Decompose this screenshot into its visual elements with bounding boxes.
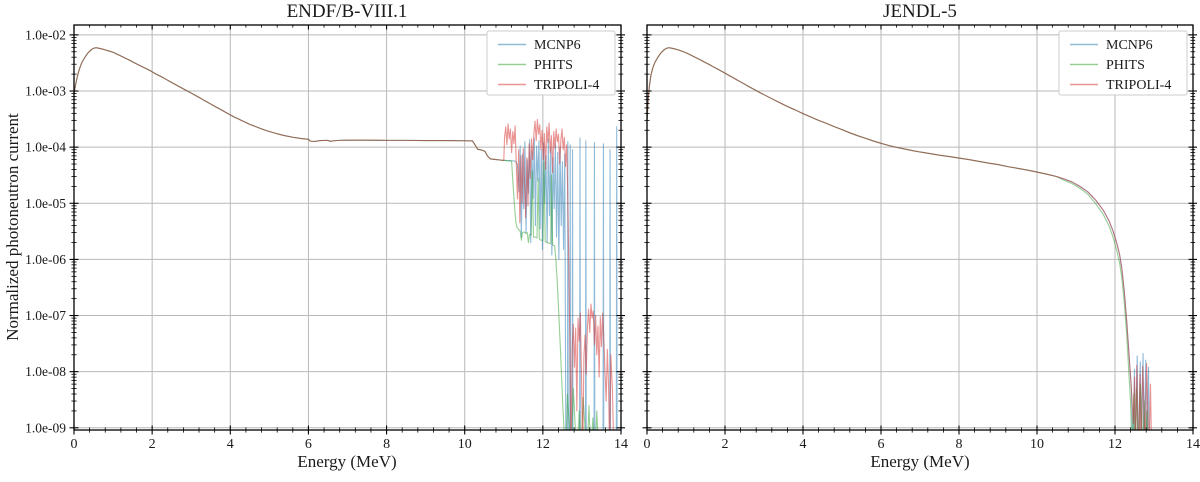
legend-box [486, 30, 616, 96]
series-group [74, 47, 618, 430]
series-mcnp6 [647, 47, 1150, 430]
legend-item-phits: PHITS [498, 58, 573, 73]
legend-label: MCNP6 [1106, 38, 1153, 53]
x-tick-label: 12 [536, 437, 550, 452]
x-tick-label: 10 [1030, 437, 1044, 452]
y-tick-label: 1.0e-07 [25, 308, 66, 323]
y-tick-label: 1.0e-04 [25, 140, 66, 155]
series-phits [74, 47, 599, 430]
x-tick-label: 14 [1186, 437, 1200, 452]
series-group [647, 47, 1152, 430]
x-tick-label: 8 [956, 437, 963, 452]
panel-jendl: 0 2 4 6 8 10 12 14 MCNP6 PHITS TRIPOLI-4 [642, 24, 1200, 452]
legend-box [1058, 30, 1188, 96]
legend-label: MCNP6 [534, 38, 581, 53]
plot-frame [646, 24, 1194, 431]
x-tick-label: 6 [305, 437, 312, 452]
legend-item-mcnp6: MCNP6 [1070, 38, 1153, 53]
x-tick-label: 2 [149, 437, 156, 452]
x-tick-label: 4 [227, 437, 234, 452]
legend-label: TRIPOLI-4 [1106, 78, 1171, 93]
panel-endf: 0 2 4 6 8 10 12 14 1.0e-02 1.0e-03 1.0e-04 1.0e-05 1… [25, 24, 628, 452]
y-axis-label: Normalized photoneutron current [3, 113, 22, 341]
legend: MCNP6 PHITS TRIPOLI-4 [486, 30, 616, 96]
tick-labels: 0 2 4 6 8 10 12 14 [644, 437, 1200, 452]
y-tick-label: 1.0e-02 [25, 27, 66, 42]
x-tick-label: 12 [1108, 437, 1122, 452]
x-tick-label: 4 [800, 437, 807, 452]
legend-item-tripoli-4: TRIPOLI-4 [1070, 78, 1171, 93]
legend-label: PHITS [1106, 58, 1145, 73]
y-tick-label: 1.0e-09 [25, 420, 66, 435]
legend-item-tripoli-4: TRIPOLI-4 [498, 78, 599, 93]
series-mcnp6 [74, 47, 618, 430]
y-tick-label: 1.0e-03 [25, 84, 66, 99]
x-tick-label: 6 [878, 437, 885, 452]
y-tick-label: 1.0e-08 [25, 364, 66, 379]
x-axis-label-right: Energy (MeV) [870, 452, 970, 471]
x-tick-label: 10 [458, 437, 472, 452]
x-tick-label: 8 [383, 437, 390, 452]
x-tick-label: 2 [722, 437, 729, 452]
x-tick-label: 0 [644, 437, 651, 452]
series-tripoli-4 [647, 47, 1152, 430]
x-tick-label: 14 [614, 437, 628, 452]
series-phits [647, 47, 1149, 430]
legend: MCNP6 PHITS TRIPOLI-4 [1058, 30, 1188, 96]
legend-item-mcnp6: MCNP6 [498, 38, 581, 53]
plot-frame [73, 24, 622, 431]
legend-label: PHITS [534, 58, 573, 73]
panel-title-endf-b-viii-1: ENDF/B-VIII.1 [286, 1, 408, 22]
y-tick-label: 1.0e-05 [25, 196, 66, 211]
series-tripoli-4 [74, 47, 614, 430]
x-axis-label-left: Energy (MeV) [297, 452, 397, 471]
legend-label: TRIPOLI-4 [534, 78, 599, 93]
y-tick-label: 1.0e-06 [25, 252, 66, 267]
tick-labels: 0 2 4 6 8 10 12 14 1.0e-02 1.0e-03 1.0e-04 1.0e-05 1… [25, 27, 628, 452]
panel-title-jendl-5: JENDL-5 [883, 1, 957, 22]
legend-item-phits: PHITS [1070, 58, 1145, 73]
x-tick-label: 0 [71, 437, 78, 452]
